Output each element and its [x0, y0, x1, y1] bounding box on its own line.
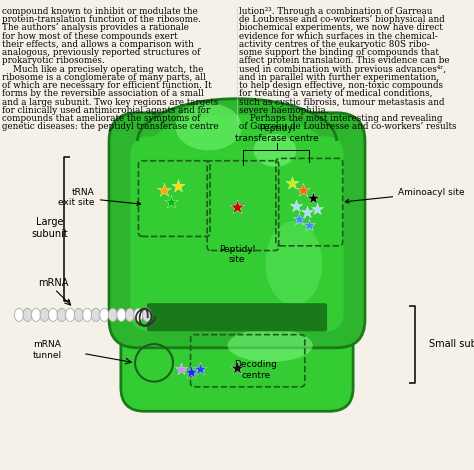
Point	[295, 215, 302, 222]
Point	[300, 187, 307, 194]
Ellipse shape	[57, 308, 66, 321]
Text: mRNA: mRNA	[38, 278, 68, 288]
Text: Decoding
centre: Decoding centre	[235, 360, 277, 380]
Text: their effects, and allows a comparison with: their effects, and allows a comparison w…	[2, 40, 194, 49]
Text: compounds that ameliorate the symptoms of: compounds that ameliorate the symptoms o…	[2, 114, 201, 123]
Text: Small subunit: Small subunit	[429, 339, 474, 349]
FancyBboxPatch shape	[109, 113, 365, 348]
Ellipse shape	[100, 308, 109, 321]
Point	[309, 195, 317, 202]
Text: mRNA
tunnel: mRNA tunnel	[33, 340, 62, 360]
Text: of which are necessary for efficient function. It: of which are necessary for efficient fun…	[2, 81, 212, 90]
Text: ribosome is a conglomerate of many parts, all: ribosome is a conglomerate of many parts…	[2, 73, 206, 82]
FancyBboxPatch shape	[130, 136, 344, 331]
Text: of Garreau de Loubresse and co-workers’ results: of Garreau de Loubresse and co-workers’ …	[239, 122, 457, 131]
Text: for how most of these compounds exert: for how most of these compounds exert	[2, 32, 178, 41]
Ellipse shape	[65, 308, 75, 321]
Text: forms by the reversible association of a small: forms by the reversible association of a…	[2, 89, 204, 98]
Text: analogous, previously reported structures of: analogous, previously reported structure…	[2, 48, 201, 57]
Text: tRNA
exit site: tRNA exit site	[58, 188, 141, 207]
Text: lution²³. Through a combination of Garreau: lution²³. Through a combination of Garre…	[239, 7, 433, 16]
Text: evidence for which surfaces in the chemical-: evidence for which surfaces in the chemi…	[239, 32, 438, 41]
Text: Perhaps the most interesting and revealing: Perhaps the most interesting and reveali…	[239, 114, 443, 123]
Point	[187, 368, 194, 376]
Ellipse shape	[83, 308, 92, 321]
Ellipse shape	[108, 308, 118, 321]
Point	[233, 364, 241, 371]
Text: prokaryotic ribosomes.: prokaryotic ribosomes.	[2, 56, 105, 65]
Ellipse shape	[40, 308, 49, 321]
Ellipse shape	[32, 308, 41, 321]
Text: The authors’ analysis provides a rationale: The authors’ analysis provides a rationa…	[2, 24, 189, 32]
Text: activity centres of the eukaryotic 80S ribo-: activity centres of the eukaryotic 80S r…	[239, 40, 430, 49]
FancyBboxPatch shape	[147, 303, 327, 331]
Point	[160, 187, 167, 194]
Point	[303, 209, 311, 216]
Text: and in parallel with further experimentation,: and in parallel with further experimenta…	[239, 73, 439, 82]
Ellipse shape	[228, 329, 313, 362]
Text: protein-translation function of the ribosome.: protein-translation function of the ribo…	[2, 15, 201, 24]
Text: affect protein translation. This evidence can be: affect protein translation. This evidenc…	[239, 56, 450, 65]
Point	[313, 205, 320, 213]
Ellipse shape	[265, 221, 322, 306]
Ellipse shape	[117, 308, 126, 321]
Ellipse shape	[149, 115, 325, 180]
Text: Peptidyl
transferase centre: Peptidyl transferase centre	[236, 124, 319, 143]
Point	[196, 365, 204, 373]
Text: Large
subunit: Large subunit	[31, 217, 68, 239]
Ellipse shape	[74, 308, 83, 321]
Ellipse shape	[23, 308, 32, 321]
Ellipse shape	[91, 308, 100, 321]
Text: used in combination with previous advances⁴ʳ,: used in combination with previous advanc…	[239, 65, 447, 74]
Text: severe haemophilia.: severe haemophilia.	[239, 106, 329, 115]
Ellipse shape	[125, 308, 135, 321]
Ellipse shape	[134, 308, 143, 321]
Point	[288, 180, 295, 187]
Text: compound known to inhibit or modulate the: compound known to inhibit or modulate th…	[2, 7, 198, 16]
Text: biochemical experiments, we now have direct: biochemical experiments, we now have dir…	[239, 24, 443, 32]
Text: de Loubresse and co-workers’ biophysical and: de Loubresse and co-workers’ biophysical…	[239, 15, 445, 24]
Text: such as cystic fibrosis, tumour metastasis and: such as cystic fibrosis, tumour metastas…	[239, 98, 445, 107]
Text: Peptidyl
site: Peptidyl site	[219, 245, 255, 265]
Ellipse shape	[142, 308, 152, 321]
Ellipse shape	[254, 134, 296, 167]
Ellipse shape	[175, 103, 242, 150]
Text: for clinically used antimicrobial agents and for: for clinically used antimicrobial agents…	[2, 106, 210, 115]
Text: Aminoacyl site: Aminoacyl site	[345, 188, 465, 203]
Text: to help design effective, non-toxic compounds: to help design effective, non-toxic comp…	[239, 81, 443, 90]
Point	[305, 221, 313, 228]
Point	[177, 365, 185, 373]
Ellipse shape	[137, 99, 337, 183]
Ellipse shape	[14, 308, 23, 321]
Text: and a large subunit. Two key regions are targets: and a large subunit. Two key regions are…	[2, 98, 219, 107]
Text: Much like a precisely operating watch, the: Much like a precisely operating watch, t…	[2, 65, 204, 74]
Text: some support the binding of compounds that: some support the binding of compounds th…	[239, 48, 439, 57]
Point	[174, 182, 182, 189]
Point	[233, 203, 241, 211]
Text: for treating a variety of medical conditions,: for treating a variety of medical condit…	[239, 89, 433, 98]
Point	[292, 202, 300, 210]
FancyBboxPatch shape	[121, 301, 353, 411]
Ellipse shape	[49, 308, 58, 321]
Point	[167, 198, 174, 206]
Text: genetic diseases: the peptidyl transferase centre: genetic diseases: the peptidyl transfera…	[2, 122, 219, 131]
